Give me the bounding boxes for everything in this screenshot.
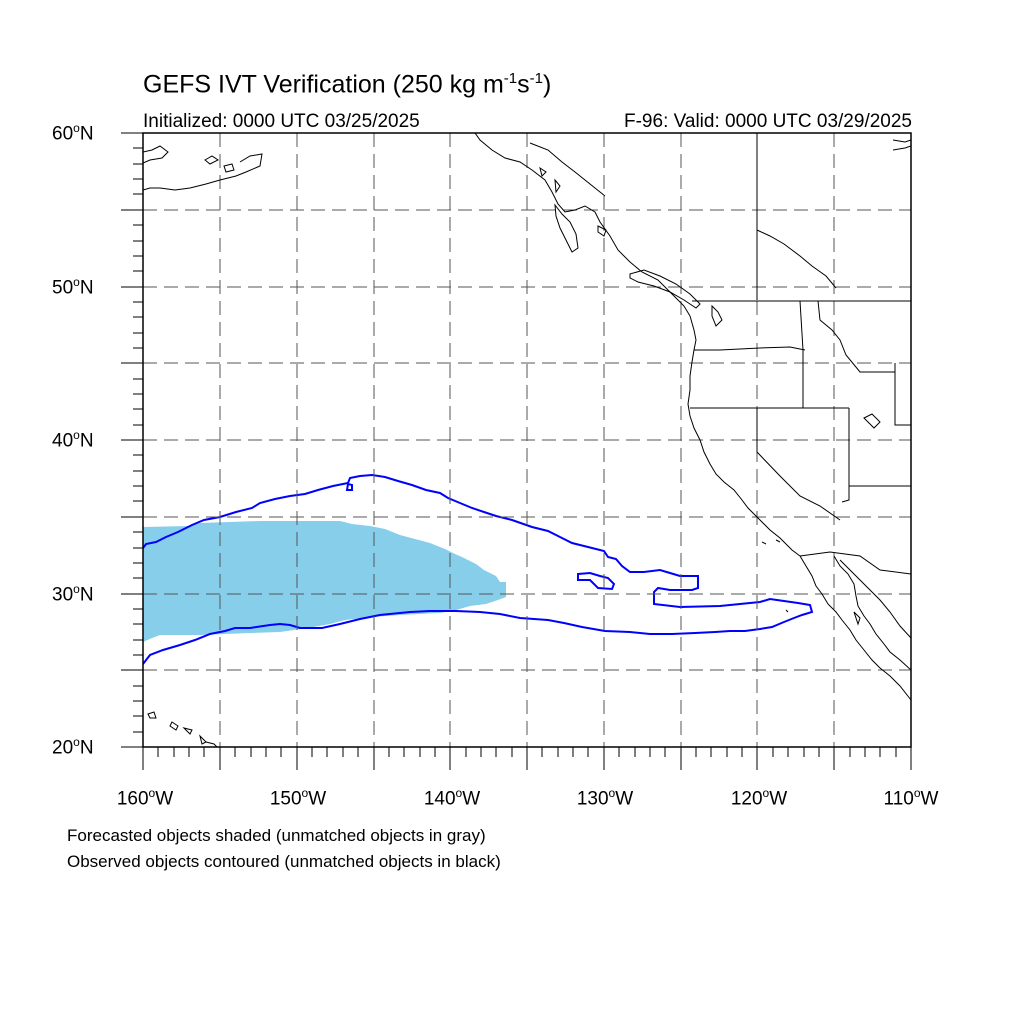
political-borders bbox=[690, 133, 911, 575]
valid-time: F-96: Valid: 0000 UTC 03/29/2025 bbox=[624, 111, 912, 132]
grid-lines bbox=[143, 133, 911, 747]
map-title: GEFS IVT Verification (250 kg m-1s-1) bbox=[143, 70, 552, 99]
lon-label-110w: 110oW bbox=[883, 786, 939, 810]
lon-label-160w: 160oW bbox=[116, 786, 174, 810]
lat-label-50: 50oN bbox=[52, 275, 94, 299]
tick-marks bbox=[121, 132, 912, 770]
lon-label-130w: 130oW bbox=[576, 786, 634, 810]
legend-observed-note: Observed objects contoured (unmatched ob… bbox=[67, 852, 501, 871]
lon-label-120w: 120oW bbox=[730, 786, 788, 810]
observed-object-contour-notch bbox=[345, 482, 353, 491]
observed-object-contour-small bbox=[577, 571, 616, 591]
lat-label-40: 40oN bbox=[52, 428, 94, 452]
initialized-time: Initialized: 0000 UTC 03/25/2025 bbox=[143, 111, 420, 132]
forecast-object-shaded bbox=[143, 521, 506, 642]
legend-forecast-note: Forecasted objects shaded (unmatched obj… bbox=[67, 826, 486, 845]
lat-label-30: 30oN bbox=[52, 582, 94, 606]
coastlines bbox=[143, 133, 911, 747]
lat-label-60: 60oN bbox=[52, 121, 94, 145]
observed-object-contour bbox=[143, 473, 814, 665]
lon-label-150w: 150oW bbox=[269, 786, 327, 810]
lat-label-20: 20oN bbox=[52, 735, 94, 759]
lon-label-140w: 140oW bbox=[423, 786, 481, 810]
